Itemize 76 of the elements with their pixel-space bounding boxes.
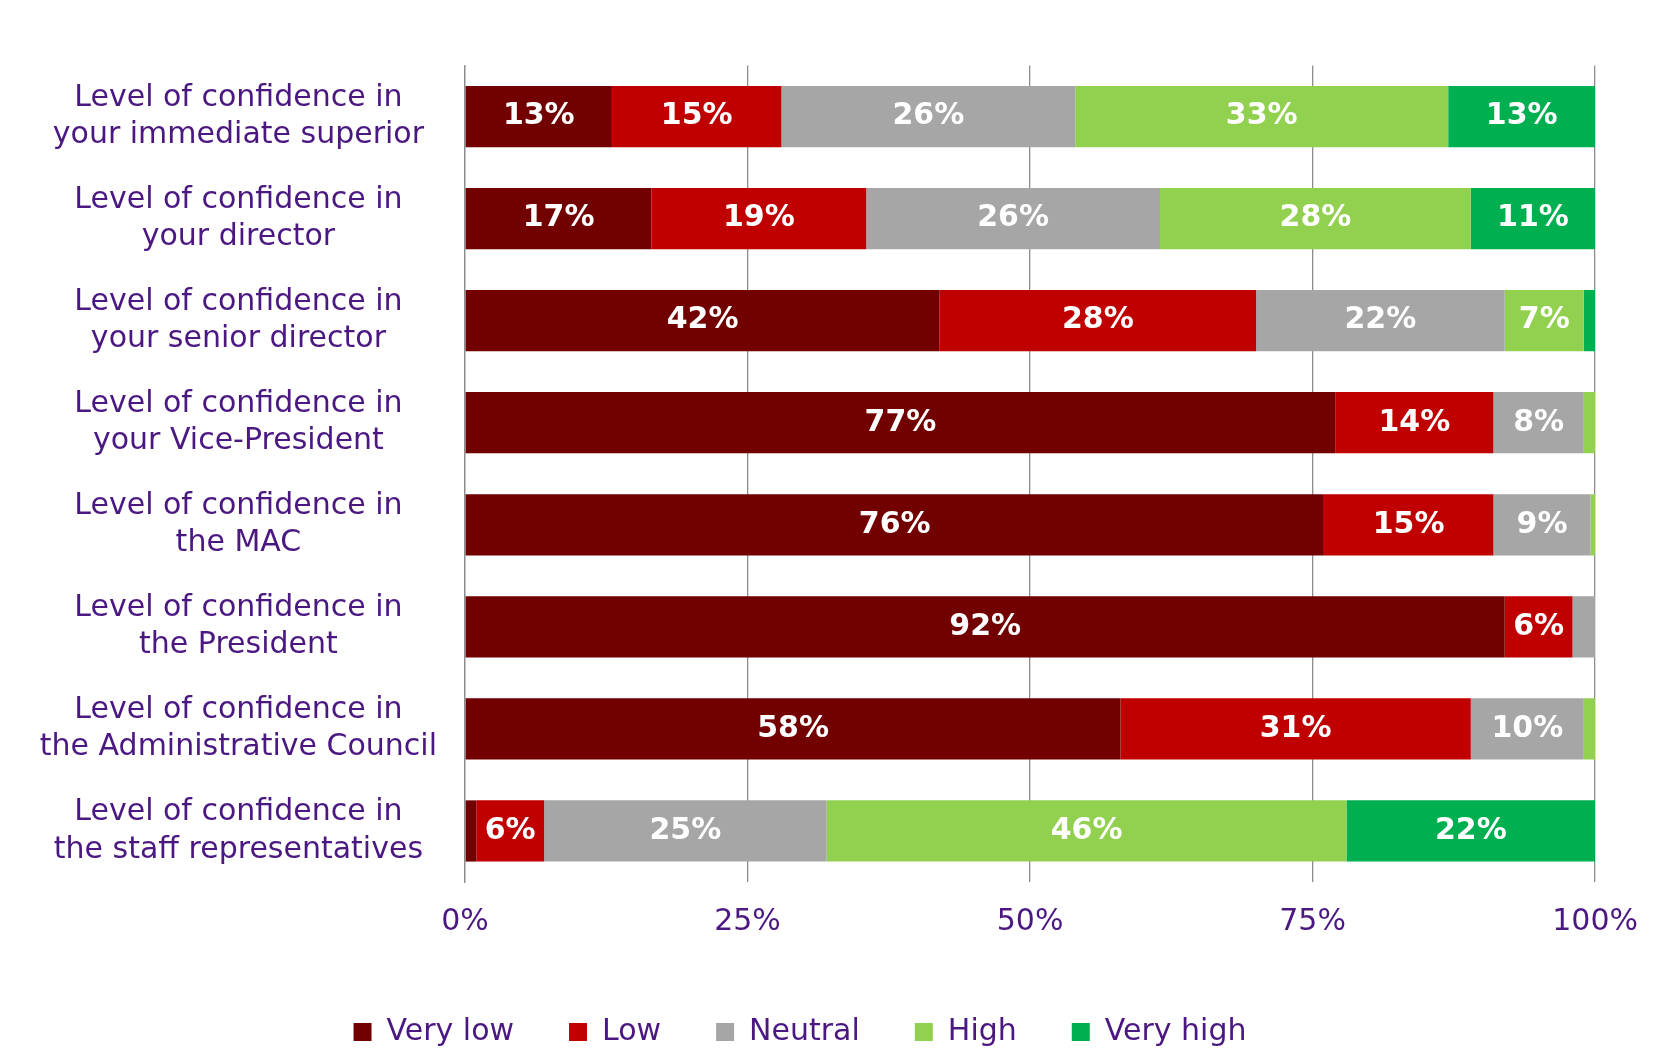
data-label: 9% bbox=[1516, 504, 1568, 540]
legend-label: Low bbox=[602, 1011, 662, 1047]
data-label: 76% bbox=[858, 504, 931, 540]
data-label: 6% bbox=[1513, 606, 1565, 642]
bar bbox=[1075, 85, 1449, 148]
x-tick-label: 100% bbox=[1552, 901, 1639, 937]
data-label: 22% bbox=[1344, 300, 1417, 336]
bar bbox=[1583, 290, 1596, 352]
y-tick-label: Level of confidence in the MAC bbox=[74, 485, 403, 559]
data-label: 46% bbox=[1050, 810, 1123, 846]
data-label: 92% bbox=[949, 606, 1022, 642]
bar bbox=[465, 290, 940, 352]
bar bbox=[939, 290, 1257, 352]
y-tick-label: Level of confidence in the President bbox=[74, 587, 403, 661]
bar bbox=[465, 392, 1336, 454]
data-label: 17% bbox=[522, 198, 595, 234]
data-label: 7% bbox=[1518, 300, 1570, 336]
data-label: 31% bbox=[1259, 708, 1332, 744]
data-label: 26% bbox=[892, 96, 965, 132]
bar bbox=[465, 187, 652, 250]
y-tick-label: Level of confidence in your senior director bbox=[74, 281, 403, 355]
bar bbox=[1323, 494, 1494, 556]
bar bbox=[826, 800, 1347, 862]
bar bbox=[544, 800, 827, 862]
bar bbox=[465, 85, 612, 148]
data-label: 11% bbox=[1497, 198, 1569, 234]
bar bbox=[611, 85, 782, 148]
y-tick-label: Level of confidence in the staff representatives bbox=[53, 792, 424, 865]
y-tick-label: Level of confidence in your Vice-President bbox=[74, 383, 403, 457]
legend-label: Very high bbox=[1104, 1011, 1247, 1047]
data-label: 26% bbox=[977, 198, 1050, 234]
y-tick-label: Level of confidence in your director bbox=[74, 179, 403, 253]
data-label: 13% bbox=[502, 96, 575, 132]
data-label: 25% bbox=[649, 810, 722, 846]
data-label: 28% bbox=[1279, 198, 1352, 234]
x-tick-label: 75% bbox=[1279, 901, 1346, 937]
legend-label: Very low bbox=[386, 1011, 515, 1047]
data-label: 19% bbox=[722, 198, 795, 234]
x-tick-label: 0% bbox=[441, 901, 489, 937]
bar bbox=[1346, 800, 1596, 862]
data-label: 77% bbox=[864, 402, 937, 438]
data-label: 22% bbox=[1434, 810, 1507, 846]
data-label: 14% bbox=[1378, 402, 1451, 438]
bar bbox=[1120, 698, 1471, 760]
bar bbox=[651, 187, 867, 250]
data-label: 28% bbox=[1061, 300, 1134, 336]
bar bbox=[1583, 698, 1596, 760]
data-label: 42% bbox=[666, 300, 739, 336]
bar bbox=[465, 494, 1324, 556]
bar bbox=[1160, 187, 1471, 250]
bar bbox=[465, 596, 1505, 658]
bar bbox=[465, 698, 1121, 760]
data-label: 13% bbox=[1485, 96, 1558, 132]
data-label: 15% bbox=[1372, 504, 1445, 540]
legend-label: Neutral bbox=[749, 1011, 860, 1047]
data-label: 15% bbox=[660, 96, 733, 132]
y-tick-label: Level of confidence in your immediate superior bbox=[52, 77, 425, 151]
legend-label: High bbox=[947, 1011, 1017, 1047]
data-label: 33% bbox=[1225, 96, 1298, 132]
bar bbox=[1583, 392, 1596, 454]
bar bbox=[1493, 494, 1591, 556]
data-label: 6% bbox=[484, 810, 536, 846]
bar bbox=[1470, 187, 1596, 250]
bar bbox=[866, 187, 1161, 250]
data-label: 8% bbox=[1513, 402, 1565, 438]
bar bbox=[1572, 596, 1596, 658]
bar bbox=[1335, 392, 1494, 454]
bar bbox=[1448, 85, 1596, 148]
x-tick-label: 25% bbox=[714, 901, 781, 937]
bar bbox=[781, 85, 1076, 148]
bar bbox=[465, 800, 477, 862]
data-label: 58% bbox=[757, 708, 829, 744]
bar bbox=[1256, 290, 1505, 352]
y-tick-label: Level of confidence in the Administrative Council bbox=[39, 689, 437, 763]
x-tick-label: 50% bbox=[996, 901, 1064, 937]
data-label: 10% bbox=[1491, 708, 1564, 744]
